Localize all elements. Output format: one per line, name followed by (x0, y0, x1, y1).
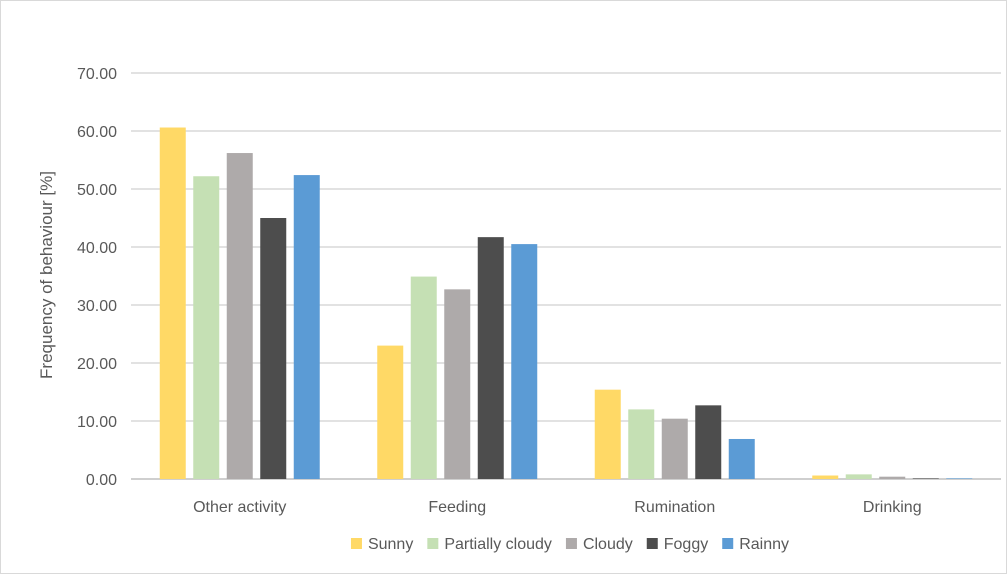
x-category-label: Rumination (634, 499, 715, 516)
bar-sunny (159, 127, 186, 480)
legend-label: Foggy (664, 536, 708, 553)
bar-partially-cloudy (410, 276, 437, 479)
bar-cloudy (879, 476, 906, 479)
bar-rainny (293, 175, 320, 479)
bar-foggy (477, 237, 504, 479)
legend-label: Rainny (739, 536, 789, 553)
bar-sunny (377, 345, 404, 479)
x-category-label: Feeding (428, 499, 486, 516)
bar-cloudy (444, 289, 471, 479)
bar-rainny (728, 438, 755, 479)
legend-item: Partially cloudy (427, 536, 552, 553)
bars (159, 127, 973, 480)
y-axis-title: Frequency of behaviour [%] (37, 171, 56, 379)
y-tick-label: 20.00 (77, 356, 117, 373)
bar-foggy (260, 218, 287, 479)
bar-partially-cloudy (845, 474, 872, 479)
bar-cloudy (226, 153, 253, 480)
legend: Sunny Partially cloudy Cloudy Foggy Rainny (350, 536, 789, 553)
bar-foggy (695, 405, 722, 479)
x-category-label: Other activity (193, 499, 286, 516)
bar-foggy (912, 478, 939, 479)
bar-partially-cloudy (193, 176, 220, 480)
bar-rainny (946, 478, 973, 479)
legend-label: Sunny (368, 536, 413, 553)
legend-swatch (565, 538, 577, 549)
bar-cloudy (661, 418, 688, 479)
bar-partially-cloudy (628, 409, 655, 479)
y-tick-label: 10.00 (77, 414, 117, 431)
x-category-label: Drinking (863, 499, 922, 516)
y-tick-label: 60.00 (77, 124, 117, 141)
bar-sunny (812, 475, 839, 479)
y-tick-label: 50.00 (77, 182, 117, 199)
x-axis-categories: Other activity Feeding Rumination Drinking (193, 499, 922, 516)
legend-item: Foggy (646, 536, 708, 553)
legend-item: Sunny (350, 536, 413, 553)
legend-swatch (350, 538, 362, 549)
legend-item: Rainny (722, 536, 789, 553)
y-tick-label: 70.00 (77, 66, 117, 83)
legend-swatch (646, 538, 658, 549)
legend-label: Cloudy (583, 536, 633, 553)
y-tick-label: 0.00 (86, 472, 117, 489)
legend-swatch (427, 538, 439, 549)
y-axis-ticks: 0.00 10.00 20.00 30.00 40.00 50.00 60.00 70.00 (77, 66, 117, 489)
legend-swatch (722, 538, 734, 549)
y-tick-label: 40.00 (77, 240, 117, 257)
legend-item: Cloudy (565, 536, 633, 553)
y-tick-label: 30.00 (77, 298, 117, 315)
bar-sunny (594, 389, 621, 479)
legend-label: Partially cloudy (444, 536, 552, 553)
bar-rainny (511, 244, 538, 479)
